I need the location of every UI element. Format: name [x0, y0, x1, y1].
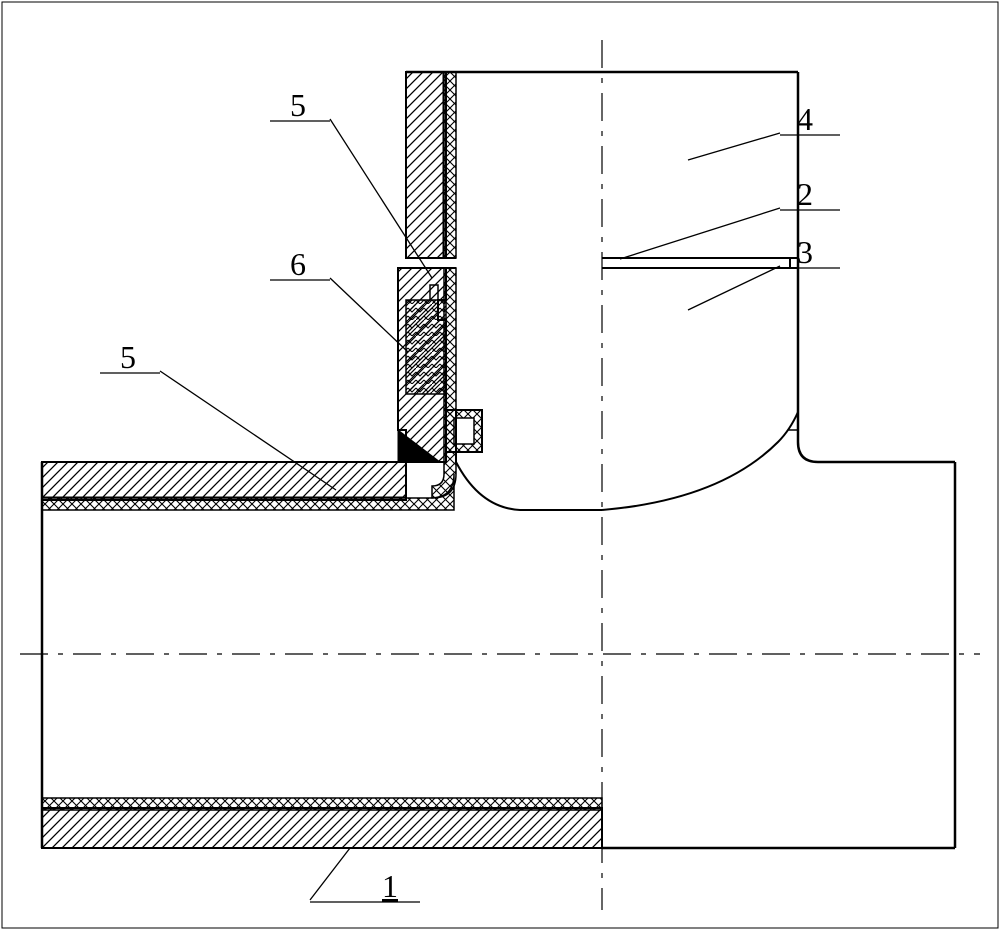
main-pipe-bottom-wall	[42, 808, 602, 848]
intersection-curve	[602, 412, 798, 510]
branch-upper-wall	[406, 72, 446, 258]
label-5b: 5	[120, 339, 136, 375]
inner-corner	[456, 462, 602, 510]
engineering-drawing: 4 2 3 5 6 5 1	[0, 0, 1000, 930]
branch-upper-lining	[444, 72, 456, 258]
label-1: 1	[382, 868, 398, 904]
main-pipe-bottom-lining	[42, 798, 602, 810]
joint-herring-zone	[406, 300, 446, 394]
label-6: 6	[290, 246, 306, 282]
label-2: 2	[797, 176, 813, 212]
label-5a: 5	[290, 87, 306, 123]
label-3: 3	[797, 234, 813, 270]
label-4: 4	[797, 101, 813, 137]
main-pipe-top-wall	[42, 462, 406, 500]
outer-fillet	[798, 442, 818, 462]
